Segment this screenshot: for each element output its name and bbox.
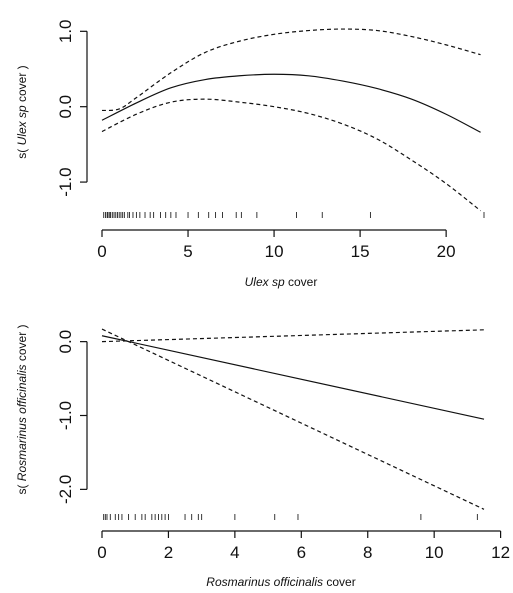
- y-tick-label: 0.0: [56, 95, 75, 119]
- y-tick-label: 1.0: [56, 19, 75, 43]
- x-tick-label: 10: [425, 543, 444, 562]
- x-tick-label: 5: [183, 242, 192, 261]
- confidence-band-line: [101, 328, 485, 510]
- panel-rosmarinus: -2.0 -1.0 0.0 0 2 4 6 8 10 12 Rosmarinus officinal…: [15, 324, 510, 589]
- fitted-smooth-line: [101, 335, 485, 420]
- x-tick-label: 0: [97, 242, 106, 261]
- x-tick-label: 10: [265, 242, 284, 261]
- x-tick-label: 2: [164, 543, 173, 562]
- x-axis-title: Ulex sp cover: [245, 275, 318, 289]
- x-tick-label: 8: [363, 543, 372, 562]
- y-tick-label: -1.0: [56, 401, 75, 430]
- confidence-band-line: [101, 98, 481, 212]
- x-tick-label: 12: [491, 543, 510, 562]
- y-axis-title: s( Ulex sp cover ): [15, 65, 29, 158]
- x-tick-label: 20: [437, 242, 456, 261]
- confidence-band-line: [101, 329, 485, 343]
- panel-ulex: -1.0 0.0 1.0 0 5 10 15 20 Ulex sp cover s( Ulex s…: [15, 19, 485, 289]
- y-axis-title: s( Rosmarinus officinalis cover ): [15, 324, 29, 494]
- x-tick-label: 6: [297, 543, 306, 562]
- x-tick-label: 4: [230, 543, 239, 562]
- x-tick-label: 0: [97, 543, 106, 562]
- x-axis-title: Rosmarinus officinalis cover: [206, 575, 355, 589]
- fitted-smooth-line: [101, 73, 481, 133]
- y-tick-label: -2.0: [56, 475, 75, 504]
- y-tick-label: -1.0: [56, 167, 75, 196]
- x-tick-label: 15: [351, 242, 370, 261]
- y-tick-label: 0.0: [56, 330, 75, 354]
- confidence-band-line: [101, 28, 481, 112]
